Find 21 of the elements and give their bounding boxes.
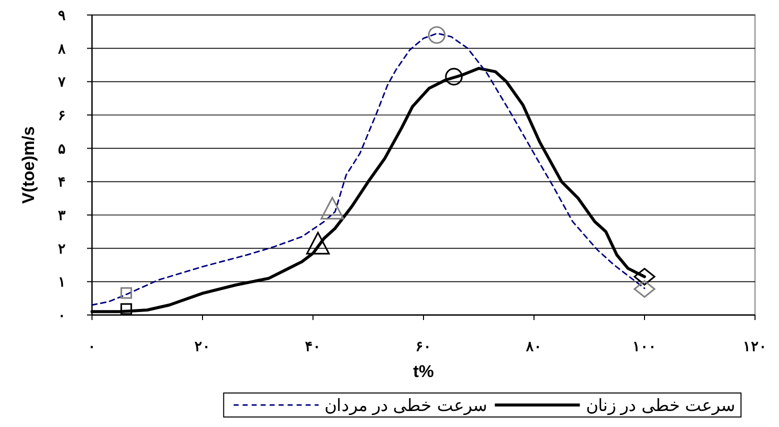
y-tick-label: ۰	[58, 307, 66, 323]
y-tick-label: ۳	[58, 207, 66, 223]
x-tick-label: ۰	[88, 338, 96, 354]
y-tick-label: ۱	[58, 274, 66, 290]
y-tick-label: ۴	[58, 174, 66, 190]
y-tick-label: ۸	[57, 40, 66, 56]
y-tick-label: ۷	[57, 74, 66, 90]
y-tick-label: ۹	[58, 7, 66, 23]
x-tick-label: ۱۲۰	[743, 338, 767, 354]
legend: سرعت خطی در زنان سرعت خطی در مردان	[223, 392, 742, 418]
y-axis-title: V(toe)m/s	[19, 126, 38, 204]
x-tick-label: ۸۰	[525, 338, 542, 354]
legend-label: سرعت خطی در مردان	[324, 396, 487, 416]
y-tick-label: ۲	[58, 240, 66, 256]
x-tick-label: ۶۰	[416, 338, 432, 354]
y-tick-label: ۶	[58, 107, 66, 123]
x-tick-label: ۱۰۰	[632, 338, 656, 354]
x-tick-label: ۲۰	[194, 338, 210, 354]
y-tick-label: ۵	[58, 140, 66, 156]
x-tick-label: ۴۰	[305, 338, 321, 354]
x-axis-title: t%	[413, 362, 434, 381]
